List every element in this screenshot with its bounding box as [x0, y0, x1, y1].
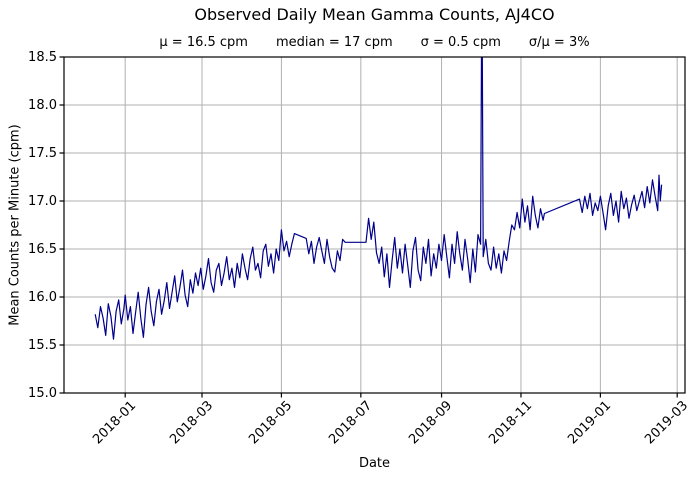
data-series-line: [94, 57, 663, 340]
y-tick-label: 17.0: [28, 193, 57, 209]
x-axis-label: Date: [358, 456, 391, 471]
stat-mean: μ = 16.5 cpm: [159, 35, 248, 50]
y-tick-label: 15.0: [28, 385, 57, 401]
y-tick-label: 18.5: [28, 49, 57, 65]
stat-median: median = 17 cpm: [275, 35, 393, 50]
y-tick-label: 18.0: [28, 97, 57, 113]
stat-sigma: σ = 0.5 cpm: [420, 35, 501, 50]
y-tick-label: 17.5: [28, 145, 57, 161]
axes-spines: [63, 56, 686, 394]
y-tick-label: 15.5: [28, 337, 57, 353]
chart-title: Observed Daily Mean Gamma Counts, AJ4CO: [194, 5, 555, 24]
chart-stats-line: μ = 16.5 cpm median = 17 cpm σ = 0.5 cpm…: [64, 35, 685, 50]
y-tick-label: 16.0: [28, 289, 57, 305]
y-tick-label: 16.5: [28, 241, 57, 257]
stat-cv: σ/μ = 3%: [528, 35, 590, 50]
